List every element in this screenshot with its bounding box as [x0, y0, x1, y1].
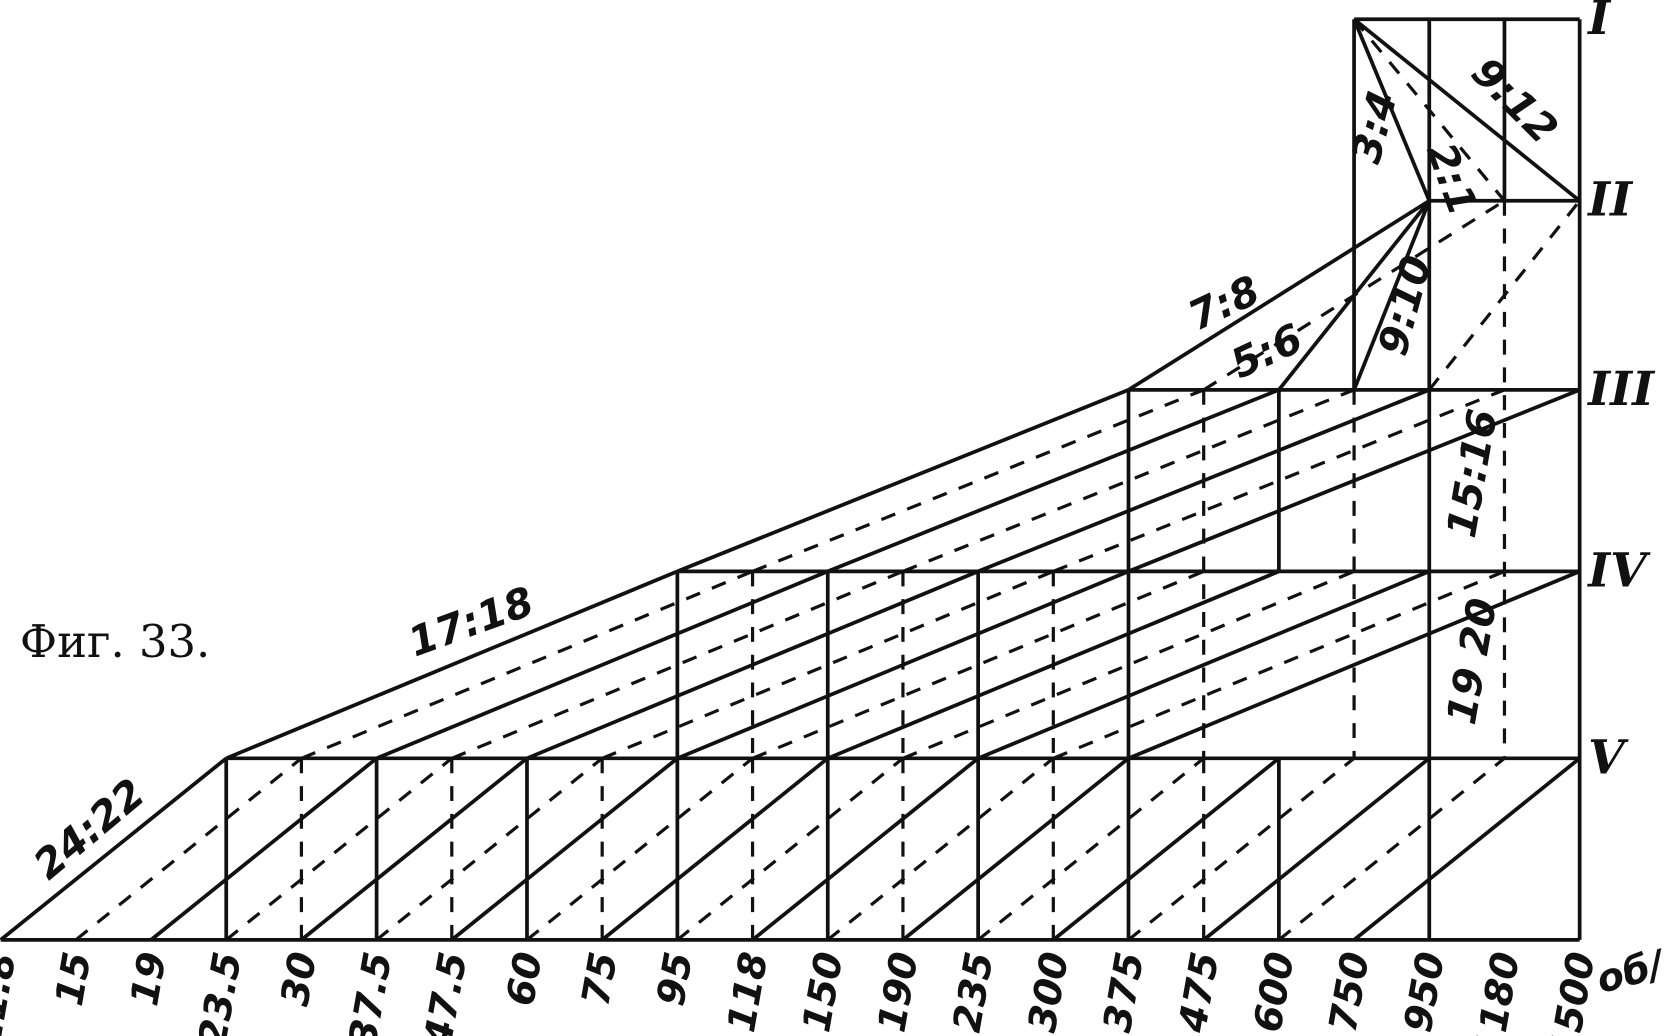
line	[1052, 756, 1281, 942]
line	[1352, 756, 1581, 942]
dashed-line	[1127, 757, 1356, 942]
speed-label: 11.8	[0, 949, 25, 1036]
speed-label: 750	[1321, 949, 1379, 1036]
speed-label: 75	[573, 949, 627, 1010]
speed-label: 190	[869, 949, 927, 1036]
ratio: 9:12	[1462, 48, 1567, 153]
speed-label: 95	[649, 949, 703, 1010]
dashed-line	[1052, 569, 1506, 760]
line	[225, 569, 679, 761]
shaft-label: IV	[1586, 543, 1651, 598]
dashed-line	[74, 757, 303, 942]
line	[827, 388, 1280, 574]
speed-label: 15	[47, 949, 101, 1010]
shaft-label: V	[1588, 730, 1629, 785]
speed-label: 235	[945, 949, 1003, 1036]
line	[1202, 756, 1431, 942]
speed-label: 19	[122, 949, 176, 1010]
speed-label: 375	[1095, 949, 1153, 1036]
shaft-label: III	[1586, 362, 1656, 417]
speed-label: 30	[273, 949, 327, 1010]
line	[149, 756, 378, 942]
ratio: 3:4	[1342, 85, 1407, 168]
line	[0, 756, 228, 942]
line	[375, 569, 829, 761]
speed-label: 118	[719, 949, 777, 1036]
speed-label: 37.5	[341, 949, 402, 1036]
line	[1352, 17, 1581, 203]
ratio: 5:6	[1224, 314, 1310, 388]
speed-label: 300	[1020, 949, 1078, 1036]
line	[977, 569, 1430, 761]
line	[1352, 18, 1431, 202]
line	[450, 756, 679, 942]
line	[1352, 200, 1432, 391]
figure-caption: Фиг. 33.	[20, 615, 210, 668]
line	[601, 756, 829, 942]
dashed-line	[826, 757, 1055, 942]
dashed-line	[375, 757, 604, 942]
speed-label: 150	[794, 949, 852, 1036]
ratio: 19 20	[1437, 595, 1506, 728]
shaft-label: II	[1586, 173, 1634, 228]
shaft-label: I	[1586, 0, 1612, 46]
speed-label: 1500	[1542, 949, 1605, 1036]
dashed-line	[977, 757, 1205, 942]
line	[901, 756, 1130, 942]
speed-label: 475	[1170, 949, 1228, 1036]
speed-label: 1180	[1466, 949, 1529, 1036]
speed-unit: об/	[1592, 941, 1671, 1003]
speed-label: 60	[498, 949, 552, 1010]
dashed-line	[751, 388, 1205, 573]
dashed-line	[1277, 757, 1506, 942]
ratio-labels: 24:22 17:18 7:8 5:6 9:10 3:4 2:1 9:12 15…	[24, 48, 1567, 889]
ratio: 17:18	[402, 577, 540, 666]
speed-label: 23.5	[190, 949, 251, 1036]
line	[676, 388, 1130, 574]
dashed-line	[225, 757, 453, 942]
line	[1127, 199, 1431, 392]
line	[751, 756, 980, 942]
line	[300, 756, 529, 942]
speed-label: 600	[1245, 949, 1303, 1036]
speed-label: 47.5	[416, 949, 477, 1036]
speed-label: 950	[1396, 949, 1454, 1036]
dashed-line	[676, 757, 904, 942]
dashed-line	[525, 757, 754, 942]
ratio: 7:8	[1181, 266, 1267, 340]
ratio: 15:16	[1437, 406, 1507, 542]
